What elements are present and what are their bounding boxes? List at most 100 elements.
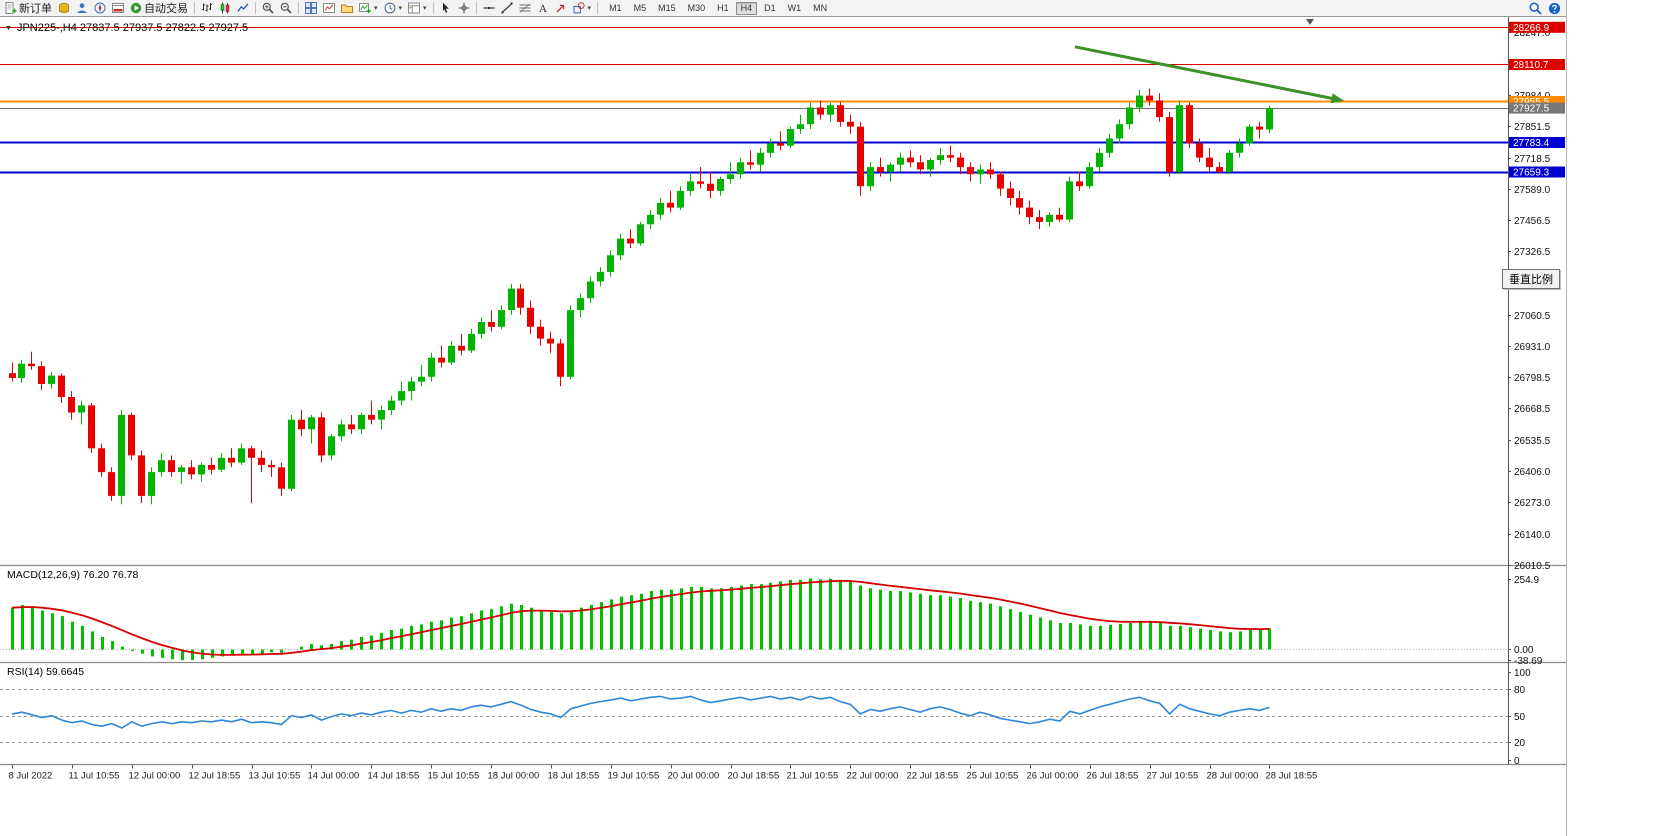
tile-windows-button[interactable]: [302, 1, 320, 16]
svg-text:27060.5: 27060.5: [1514, 311, 1551, 322]
zoom-out-button[interactable]: [277, 1, 295, 16]
trend-arrow-head: [1330, 93, 1345, 104]
toolbar-separator: [255, 2, 256, 14]
arrows-button[interactable]: [552, 1, 570, 16]
template-icon: [408, 2, 421, 14]
autotrading-button[interactable]: 自动交易: [127, 1, 191, 16]
market-watch-button[interactable]: [55, 1, 73, 16]
svg-text:27659.3: 27659.3: [1513, 168, 1550, 179]
timeframe-button-m15[interactable]: M15: [653, 2, 681, 15]
chevron-down-icon: ▾: [374, 4, 378, 12]
chart-area[interactable]: 28247.027984.027851.527718.527589.027456…: [0, 0, 1566, 790]
chevron-down-icon: ▾: [398, 4, 403, 12]
autotrading-label: 自动交易: [144, 3, 188, 15]
timeframe-button-mn[interactable]: MN: [808, 2, 832, 15]
profiles-button[interactable]: [338, 1, 356, 16]
svg-text:27718.5: 27718.5: [1514, 154, 1551, 165]
templates-button[interactable]: ▾: [405, 1, 430, 16]
chevron-down-icon: ▾: [423, 4, 427, 12]
svg-text:28 Jul 00:00: 28 Jul 00:00: [1207, 771, 1259, 782]
toolbar-separator: [597, 2, 599, 14]
svg-text:26140.0: 26140.0: [1514, 530, 1551, 541]
symbol-ohlc-label: JPN225-,H4 27837.5 27937.5 27822.5 27927…: [16, 22, 249, 34]
timeframe-group: M1 M5 M15 M30 H1 H4 D1 W1 MN: [603, 1, 833, 15]
svg-text:26273.0: 26273.0: [1514, 498, 1551, 509]
shapes-icon: [573, 2, 585, 14]
rsi-line: [11, 695, 1270, 729]
periods-button[interactable]: ▾: [381, 1, 406, 16]
svg-text:19 Jul 10:55: 19 Jul 10:55: [608, 771, 660, 782]
horizontal-line-button[interactable]: [480, 1, 498, 16]
timeframe-button-m30[interactable]: M30: [683, 2, 711, 15]
svg-text:26931.0: 26931.0: [1514, 342, 1551, 353]
new-chart-icon: [323, 2, 335, 14]
indicators-button[interactable]: ▾: [356, 1, 381, 16]
crosshair-button[interactable]: [455, 1, 473, 16]
zoom-in-button[interactable]: [259, 1, 277, 16]
timeframe-button-h4[interactable]: H4: [735, 1, 758, 15]
svg-text:21 Jul 10:55: 21 Jul 10:55: [787, 771, 839, 782]
bar-chart-icon: [201, 2, 213, 14]
svg-text:27783.4: 27783.4: [1513, 138, 1550, 149]
navigator-button[interactable]: [91, 1, 109, 16]
svg-text:27326.5: 27326.5: [1514, 247, 1551, 258]
svg-text:0.00: 0.00: [1514, 645, 1534, 656]
market-watch-icon: [58, 2, 70, 14]
toolbar-separator: [298, 2, 299, 14]
help-button[interactable]: [1545, 1, 1564, 16]
timeframe-button-m5[interactable]: M5: [629, 2, 652, 15]
price-badge: [1509, 96, 1565, 107]
svg-text:27589.0: 27589.0: [1514, 185, 1551, 196]
new-order-button[interactable]: 新订单: [2, 1, 55, 16]
timeframe-button-h1[interactable]: H1: [712, 2, 734, 15]
timeframe-button-d1[interactable]: D1: [759, 2, 781, 15]
svg-text:22 Jul 18:55: 22 Jul 18:55: [907, 771, 959, 782]
svg-text:12 Jul 18:55: 12 Jul 18:55: [189, 771, 241, 782]
vertical-scale-tooltip: 垂直比例: [1502, 269, 1560, 289]
trendline-button[interactable]: [498, 1, 516, 16]
trendline-icon: [501, 2, 513, 14]
svg-text:28266.9: 28266.9: [1513, 23, 1550, 34]
clock-icon: [384, 2, 396, 14]
bar-chart-button[interactable]: [198, 1, 216, 16]
svg-text:8 Jul 2022: 8 Jul 2022: [9, 771, 53, 782]
toolbar: 新订单 自动交易 ▾ ▾ ▾ A ▾ M1 M5 M15 M30 H1 H4 D1 W1 MN: [0, 0, 1566, 17]
svg-text:27927.5: 27927.5: [1513, 104, 1550, 115]
candlestick-chart-button[interactable]: [216, 1, 234, 16]
svg-text:26 Jul 00:00: 26 Jul 00:00: [1027, 771, 1079, 782]
svg-text:28 Jul 18:55: 28 Jul 18:55: [1266, 771, 1318, 782]
svg-text:27 Jul 10:55: 27 Jul 10:55: [1147, 771, 1199, 782]
svg-text:11 Jul 10:55: 11 Jul 10:55: [69, 771, 120, 782]
new-order-label: 新订单: [19, 3, 52, 15]
tile-windows-icon: [305, 2, 317, 14]
time-axis[interactable]: 8 Jul 2022 11 Jul 10:55 12 Jul 00:00 12 Jul…: [9, 765, 1318, 782]
shapes-button[interactable]: ▾: [570, 1, 595, 16]
svg-text:26668.5: 26668.5: [1514, 404, 1551, 415]
trend-arrow[interactable]: [1074, 45, 1336, 101]
text-button[interactable]: A: [534, 1, 552, 16]
svg-text:27955.5: 27955.5: [1513, 97, 1550, 108]
profiles-icon: [341, 2, 353, 14]
data-window-button[interactable]: [73, 1, 91, 16]
svg-text:28247.0: 28247.0: [1514, 28, 1551, 39]
svg-text:28110.7: 28110.7: [1513, 60, 1549, 71]
timeframe-button-w1[interactable]: W1: [783, 2, 807, 15]
cursor-button[interactable]: [437, 1, 455, 16]
fibonacci-button[interactable]: [516, 1, 534, 16]
timeframe-button-m1[interactable]: M1: [604, 2, 627, 15]
price-badge: [1509, 166, 1565, 178]
terminal-button[interactable]: [109, 1, 127, 16]
search-button[interactable]: [1526, 1, 1545, 16]
svg-text:18 Jul 00:00: 18 Jul 00:00: [488, 771, 540, 782]
svg-text:25 Jul 10:55: 25 Jul 10:55: [967, 771, 1019, 782]
new-chart-button[interactable]: [320, 1, 338, 16]
svg-text:254.9: 254.9: [1514, 575, 1539, 586]
svg-text:26 Jul 18:55: 26 Jul 18:55: [1087, 771, 1139, 782]
svg-text:12 Jul 00:00: 12 Jul 00:00: [129, 771, 181, 782]
toolbar-separator: [475, 2, 477, 14]
line-chart-button[interactable]: [234, 1, 252, 16]
svg-text:26535.5: 26535.5: [1514, 436, 1551, 447]
cursor-icon: [440, 2, 452, 14]
svg-text:27851.5: 27851.5: [1514, 122, 1551, 133]
price-badge: [1509, 102, 1565, 114]
